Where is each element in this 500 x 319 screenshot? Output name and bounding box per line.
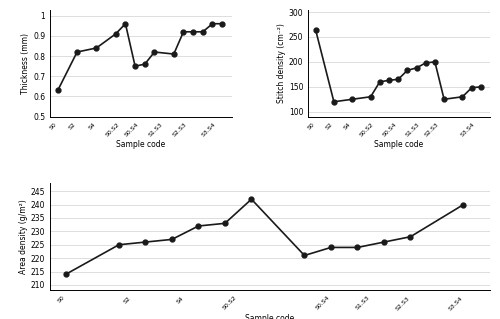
Y-axis label: Stitch density (cm⁻²): Stitch density (cm⁻²) [277, 23, 286, 103]
X-axis label: Sample code: Sample code [246, 314, 294, 319]
X-axis label: Sample code: Sample code [116, 140, 166, 149]
X-axis label: Sample code: Sample code [374, 140, 424, 149]
Y-axis label: Area density (g/m²): Area density (g/m²) [19, 199, 28, 274]
Y-axis label: Thickness (mm): Thickness (mm) [21, 33, 30, 94]
